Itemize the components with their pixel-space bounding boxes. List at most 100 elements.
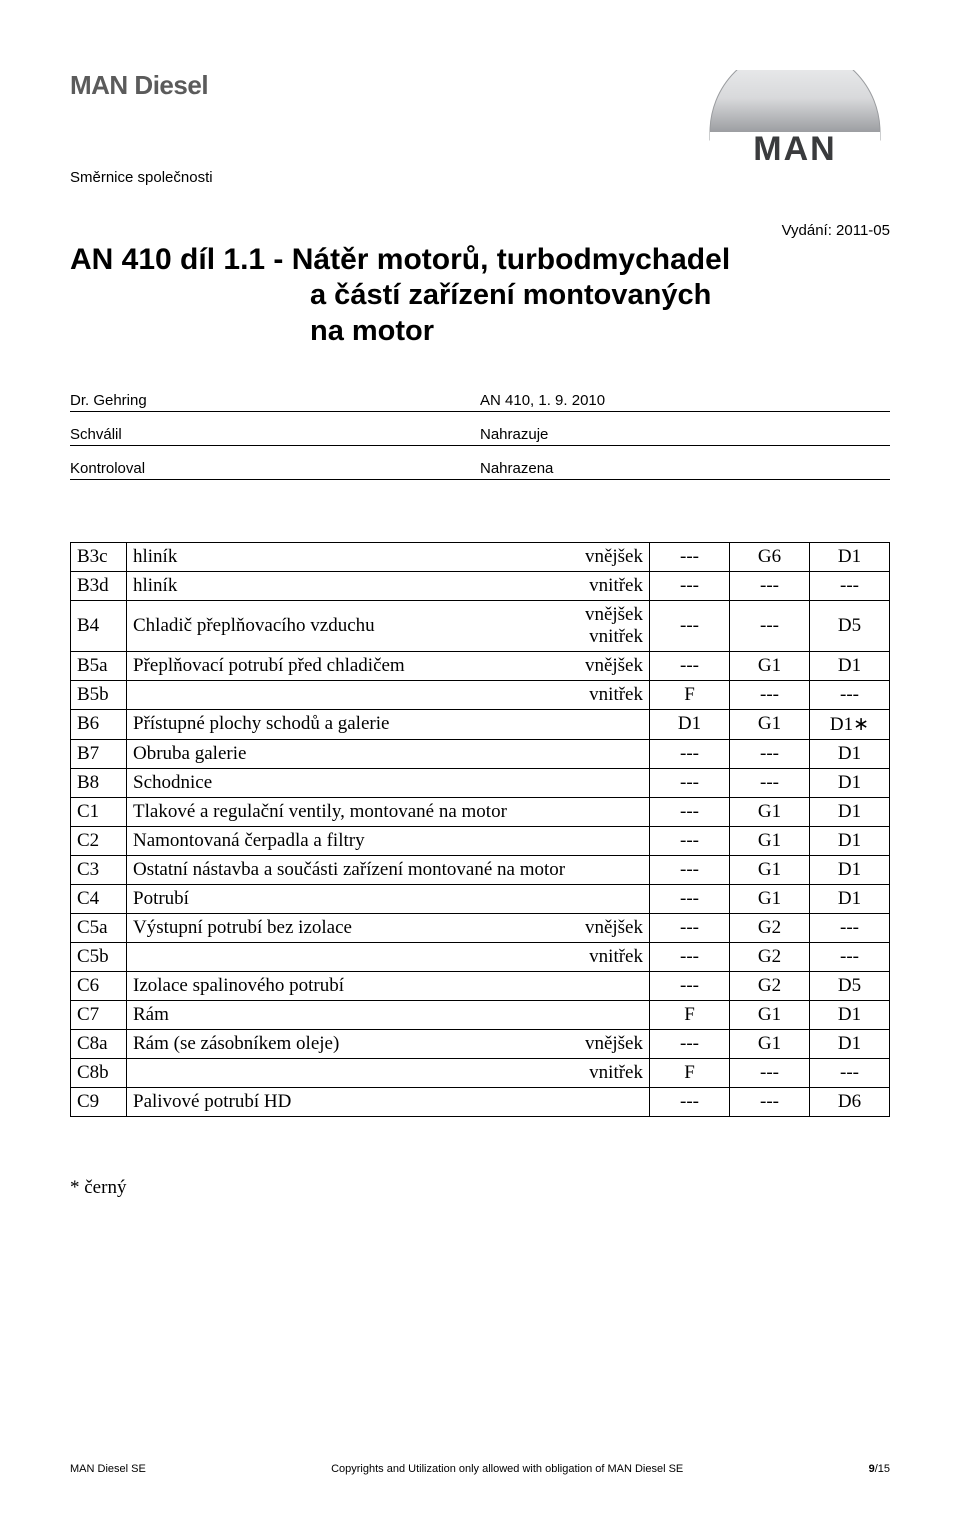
- title-line2: a částí zařízení montovaných: [310, 277, 890, 313]
- row-c4: G1: [730, 709, 810, 739]
- row-desc: Potrubí: [127, 884, 650, 913]
- row-c5: ---: [810, 942, 890, 971]
- row-c5: D1: [810, 797, 890, 826]
- row-desc: Obruba galerie: [127, 739, 650, 768]
- page-footer: MAN Diesel SE Copyrights and Utilization…: [70, 1463, 890, 1475]
- row-c3: ---: [650, 1029, 730, 1058]
- row-c3: ---: [650, 739, 730, 768]
- svg-text:MAN: MAN: [753, 130, 836, 165]
- row-c5: ---: [810, 680, 890, 709]
- row-code: C1: [71, 797, 127, 826]
- meta-docnum: AN 410, 1. 9. 2010: [480, 392, 890, 409]
- row-desc: Přeplňovací potrubí před chladičem: [127, 651, 560, 680]
- row-desc: Izolace spalinového potrubí: [127, 971, 650, 1000]
- table-row: C6Izolace spalinového potrubí---G2D5: [71, 971, 890, 1000]
- row-c4: ---: [730, 600, 810, 651]
- row-c5: ---: [810, 1058, 890, 1087]
- row-c4: G1: [730, 1000, 810, 1029]
- row-c4: G1: [730, 651, 810, 680]
- row-c5: D1: [810, 768, 890, 797]
- row-desc: Palivové potrubí HD: [127, 1087, 650, 1116]
- row-code: B3d: [71, 571, 127, 600]
- row-c5: ---: [810, 913, 890, 942]
- row-desc: Výstupní potrubí bez izolace: [127, 913, 560, 942]
- row-c5: D1: [810, 826, 890, 855]
- row-c3: ---: [650, 797, 730, 826]
- table-row: B5aPřeplňovací potrubí před chladičemvně…: [71, 651, 890, 680]
- row-c3: ---: [650, 571, 730, 600]
- row-c5: D5: [810, 971, 890, 1000]
- row-c4: ---: [730, 739, 810, 768]
- row-c4: G1: [730, 826, 810, 855]
- row-sub: vnějšek: [560, 1029, 650, 1058]
- row-sub: vnitřek: [560, 680, 650, 709]
- row-code: B5b: [71, 680, 127, 709]
- row-sub: vnitřek: [560, 942, 650, 971]
- title-line1-rest: Nátěr motorů, turbodmychadel: [292, 243, 730, 276]
- row-desc: [127, 942, 560, 971]
- row-sub: vnějšek: [560, 913, 650, 942]
- row-code: B8: [71, 768, 127, 797]
- table-row: C2Namontovaná čerpadla a filtry---G1D1: [71, 826, 890, 855]
- row-c4: G1: [730, 884, 810, 913]
- table-row: B8Schodnice------D1: [71, 768, 890, 797]
- row-code: C4: [71, 884, 127, 913]
- row-sub: vnitřek: [560, 1058, 650, 1087]
- row-desc: Namontovaná čerpadla a filtry: [127, 826, 650, 855]
- footer-left: MAN Diesel SE: [70, 1463, 146, 1475]
- row-c5: D1: [810, 1000, 890, 1029]
- table-row: C5aVýstupní potrubí bez izolacevnějšek--…: [71, 913, 890, 942]
- table-row: B7Obruba galerie------D1: [71, 739, 890, 768]
- row-c3: F: [650, 1058, 730, 1087]
- row-c3: ---: [650, 1087, 730, 1116]
- row-code: B5a: [71, 651, 127, 680]
- meta-replaces: Nahrazuje: [480, 426, 890, 443]
- table-row: B4Chladič přeplňovacího vzduchuvnějšekvn…: [71, 600, 890, 651]
- row-c3: F: [650, 1000, 730, 1029]
- table-row: B6Přístupné plochy schodů a galerieD1G1D…: [71, 709, 890, 739]
- table-row: C9Palivové potrubí HD------D6: [71, 1087, 890, 1116]
- row-desc: hliník: [127, 571, 560, 600]
- row-desc: hliník: [127, 542, 560, 571]
- footer-page: 9/15: [869, 1463, 890, 1475]
- row-c5: D1: [810, 542, 890, 571]
- row-c5: D1: [810, 1029, 890, 1058]
- data-table: B3chliníkvnějšek---G6D1B3dhliníkvnitřek-…: [70, 542, 890, 1117]
- titleceremonies-line3: na motor: [310, 313, 890, 349]
- row-c4: ---: [730, 768, 810, 797]
- row-c4: G6: [730, 542, 810, 571]
- row-c3: ---: [650, 600, 730, 651]
- row-c3: ---: [650, 651, 730, 680]
- row-code: C9: [71, 1087, 127, 1116]
- row-c3: ---: [650, 768, 730, 797]
- table-row: C3Ostatní nástavba a součásti zařízení m…: [71, 855, 890, 884]
- row-c3: ---: [650, 913, 730, 942]
- row-desc: Schodnice: [127, 768, 650, 797]
- document-title: AN 410 díl 1.1 - Nátěr motorů, turbodmyc…: [70, 243, 890, 350]
- meta-author: Dr. Gehring: [70, 392, 480, 409]
- row-c5: D1: [810, 855, 890, 884]
- table-row: C8aRám (se zásobníkem oleje)vnějšek---G1…: [71, 1029, 890, 1058]
- row-c4: ---: [730, 571, 810, 600]
- row-code: C5b: [71, 942, 127, 971]
- row-c4: G1: [730, 797, 810, 826]
- row-code: B3c: [71, 542, 127, 571]
- row-c4: ---: [730, 1058, 810, 1087]
- row-desc: [127, 680, 560, 709]
- row-c5: ---: [810, 571, 890, 600]
- row-c4: G2: [730, 942, 810, 971]
- row-sub: vnějšek: [560, 651, 650, 680]
- row-code: C7: [71, 1000, 127, 1029]
- row-code: B4: [71, 600, 127, 651]
- row-desc: Přístupné plochy schodů a galerie: [127, 709, 650, 739]
- row-c5: D1: [810, 884, 890, 913]
- row-desc: Chladič přeplňovacího vzduchu: [127, 600, 560, 651]
- row-c4: ---: [730, 680, 810, 709]
- row-c5: D1∗: [810, 709, 890, 739]
- table-row: B3dhliníkvnitřek---------: [71, 571, 890, 600]
- row-sub: vnějšek: [560, 542, 650, 571]
- row-desc: Tlakové a regulační ventily, montované n…: [127, 797, 650, 826]
- row-c3: ---: [650, 855, 730, 884]
- row-c3: ---: [650, 884, 730, 913]
- row-c4: G2: [730, 971, 810, 1000]
